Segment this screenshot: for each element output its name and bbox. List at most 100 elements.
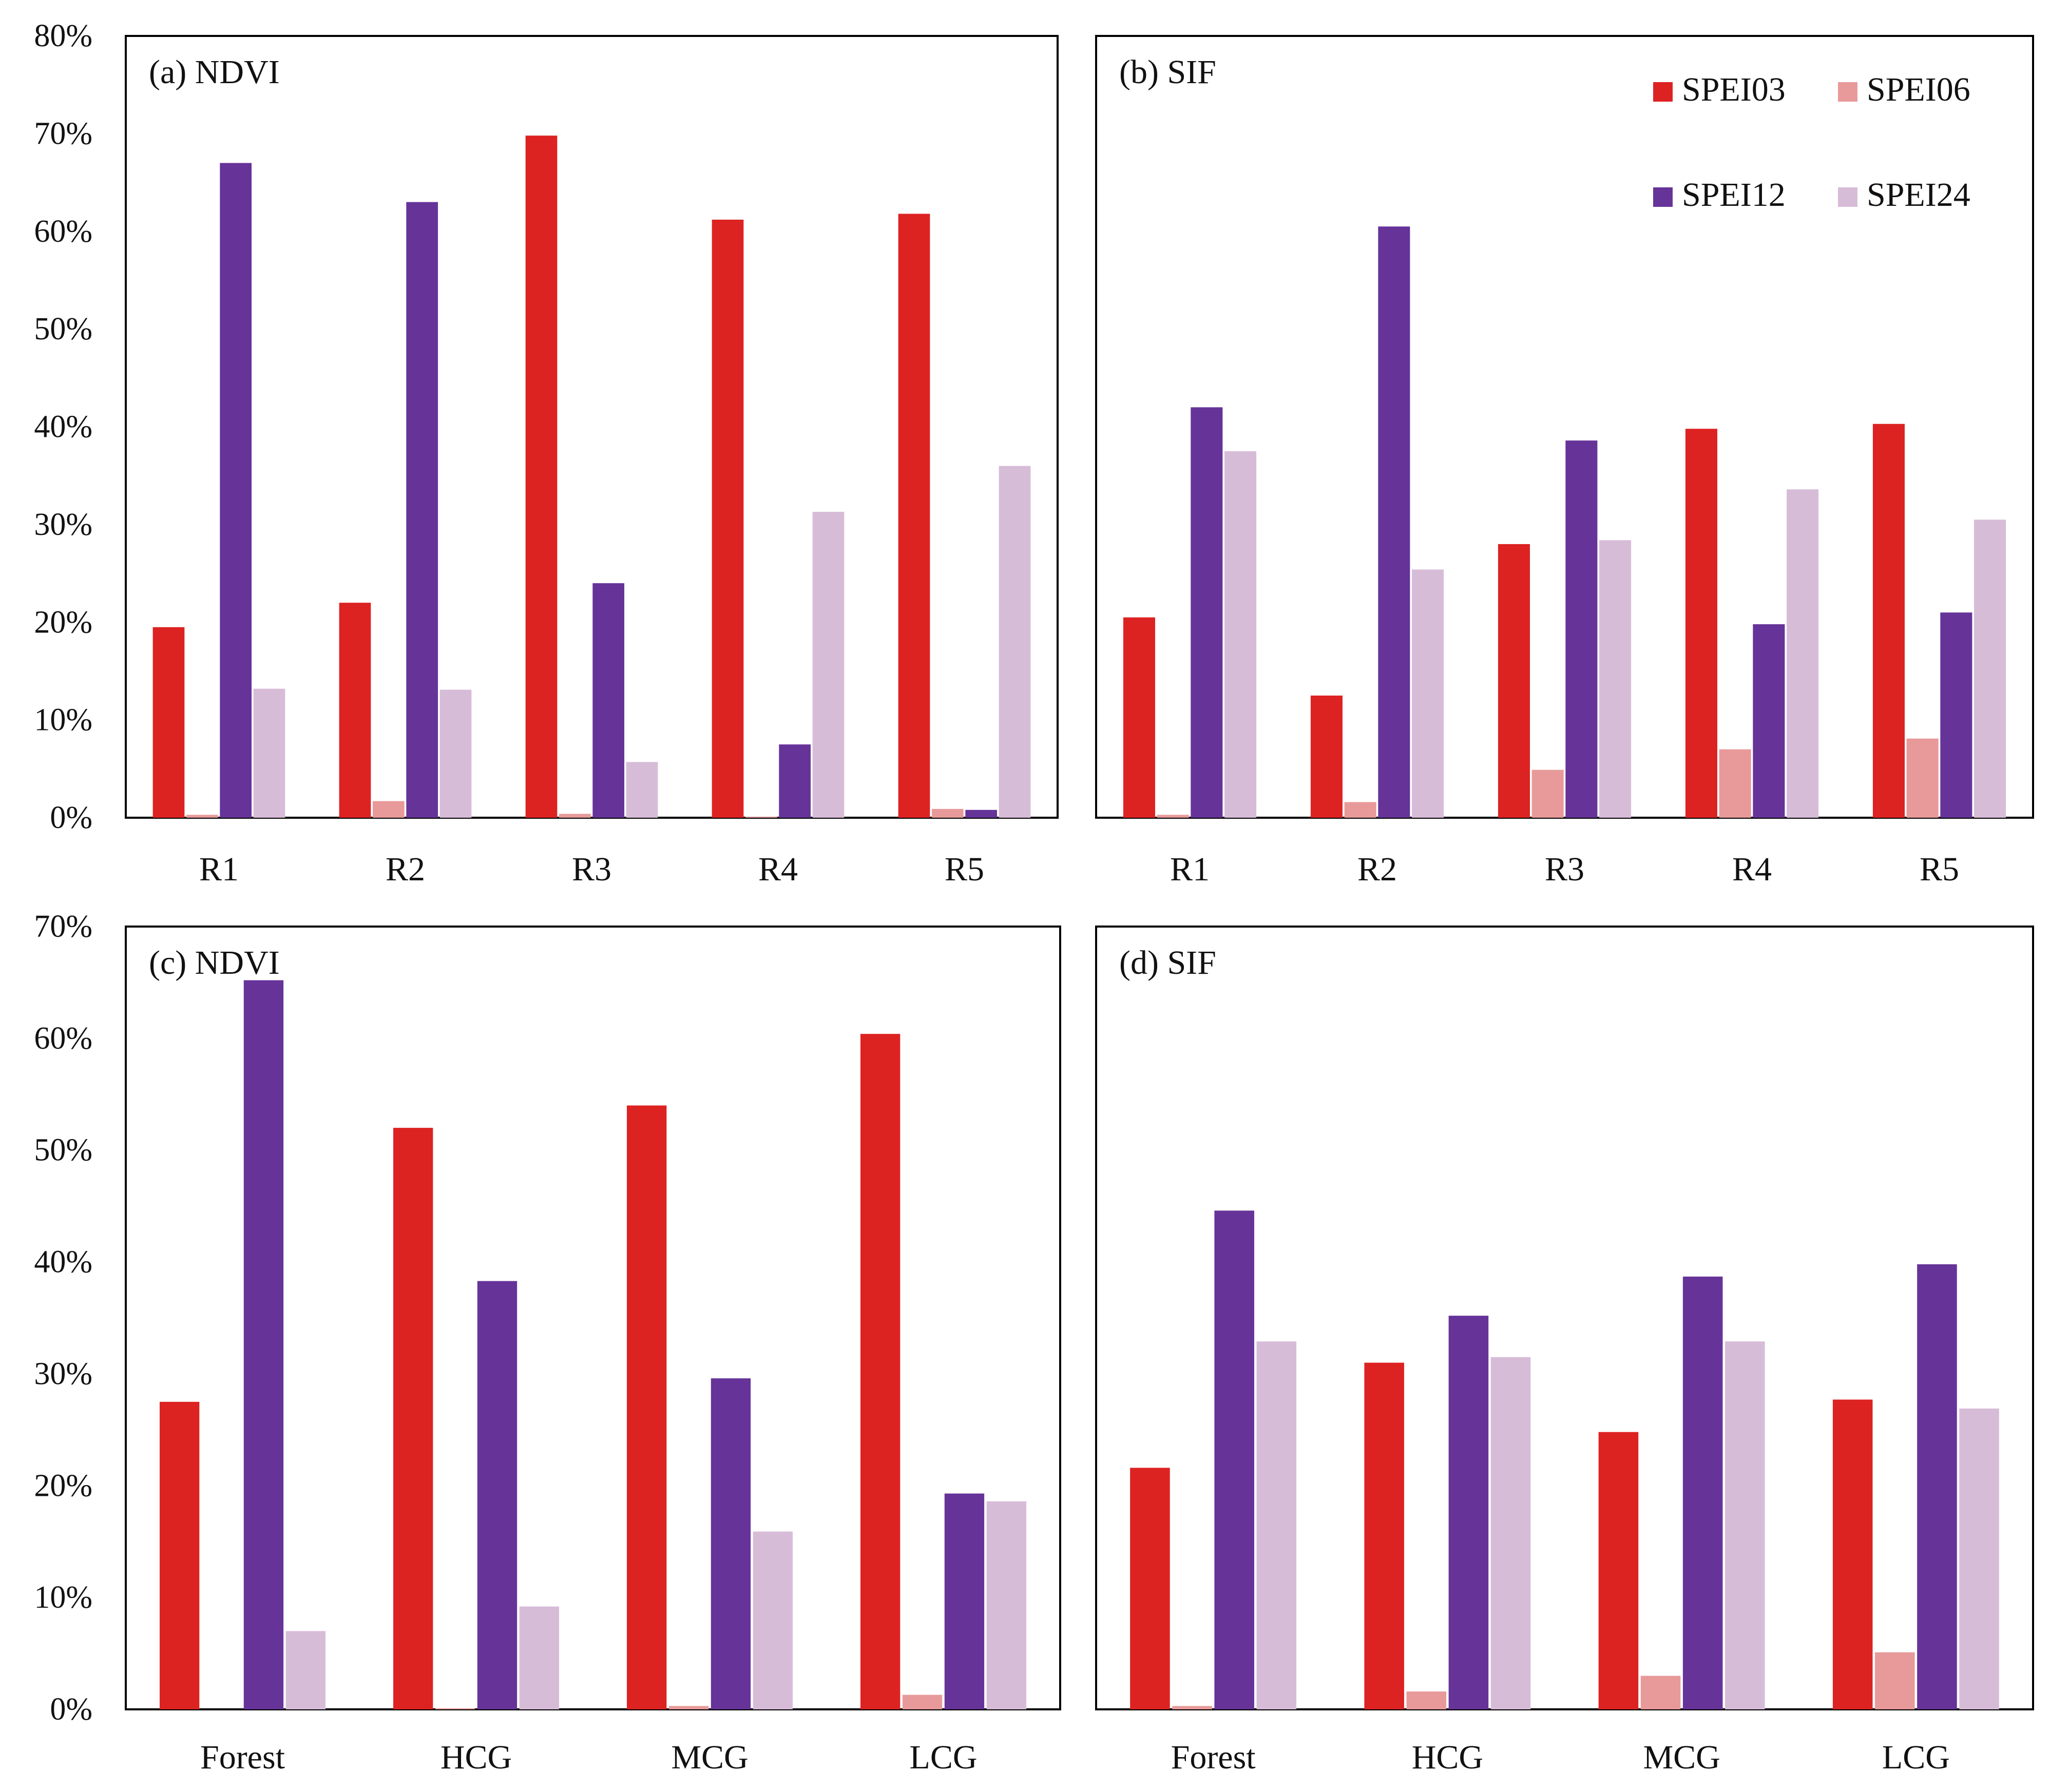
bar-spei12-r4 xyxy=(779,744,811,818)
bar-spei06-r4 xyxy=(745,817,777,818)
category-label: HCG xyxy=(1412,1739,1483,1776)
panel-d-sif-landcover: Forest HCG MCG LCG (d) SIF xyxy=(1095,926,2034,1776)
category-label: LCG xyxy=(1882,1739,1950,1776)
y-tick-label: 70% xyxy=(34,116,92,151)
bar-spei06-r2 xyxy=(1344,802,1376,818)
bar-spei12-r3 xyxy=(592,583,625,818)
bar-spei24-hcg xyxy=(1490,1357,1531,1709)
panel-b-sif-regions: R1 R2 R3 R4 R5 (b) SIF xyxy=(1095,35,2034,888)
bar-spei03-r4 xyxy=(712,219,744,818)
y-tick-label: 0% xyxy=(50,800,92,835)
bar-spei24-r4 xyxy=(1787,489,1819,818)
bar-spei12-mcg xyxy=(711,1378,751,1709)
y-tick-label: 10% xyxy=(34,1580,92,1615)
y-tick-label: 50% xyxy=(34,312,92,346)
category-label: R2 xyxy=(386,851,425,888)
panel-title: (a) NDVI xyxy=(149,53,280,91)
bar-spei12-r2 xyxy=(1378,226,1410,818)
bar-spei06-hcg xyxy=(1406,1691,1447,1709)
category-label: R1 xyxy=(199,851,239,888)
category-label: R3 xyxy=(572,851,611,888)
bar-spei03-r3 xyxy=(1498,544,1530,818)
y-tick-label: 0% xyxy=(50,1692,92,1727)
bar-spei06-mcg xyxy=(668,1706,709,1709)
bar-spei03-r5 xyxy=(898,214,930,818)
bar-spei03-hcg xyxy=(1364,1362,1404,1709)
legend-label-spei06: SPEI06 xyxy=(1867,71,1970,108)
category-label: R1 xyxy=(1170,851,1210,888)
y-tick-label: 10% xyxy=(34,703,92,738)
legend-swatch-spei06 xyxy=(1838,82,1857,102)
bar-spei06-mcg xyxy=(1640,1675,1681,1709)
bar-spei12-r5 xyxy=(1940,612,1972,818)
bar-spei03-hcg xyxy=(393,1128,433,1709)
bar-spei06-r5 xyxy=(1906,738,1939,818)
bar-spei24-r4 xyxy=(812,512,845,818)
category-label: R2 xyxy=(1357,851,1397,888)
plot-frame xyxy=(1095,926,2034,1710)
y-tick-label: 60% xyxy=(34,214,92,249)
bar-spei03-forest xyxy=(159,1401,200,1709)
bar-spei03-r5 xyxy=(1872,423,1905,818)
bar-spei06-r1 xyxy=(186,815,218,818)
legend-swatch-spei24 xyxy=(1838,187,1857,207)
bar-spei24-r5 xyxy=(1974,519,2006,818)
legend-label-spei12: SPEI12 xyxy=(1682,176,1786,214)
panel-title: (b) SIF xyxy=(1119,53,1216,91)
bar-spei06-r5 xyxy=(931,808,964,818)
legend-swatch-spei03 xyxy=(1653,82,1673,102)
category-label: Forest xyxy=(1171,1739,1256,1776)
bar-spei12-hcg xyxy=(477,1281,518,1709)
bar-spei24-forest xyxy=(1256,1341,1297,1709)
legend-label-spei03: SPEI03 xyxy=(1682,71,1786,108)
bar-spei03-forest xyxy=(1130,1468,1170,1709)
plot-frame xyxy=(125,35,1059,819)
bar-spei12-lcg xyxy=(944,1493,985,1709)
plot-frame xyxy=(125,926,1061,1710)
bar-spei06-lcg xyxy=(1875,1652,1915,1709)
bar-spei03-r3 xyxy=(525,136,558,818)
y-tick-label: 70% xyxy=(34,909,92,944)
bar-spei03-r4 xyxy=(1685,429,1717,818)
y-tick-label: 20% xyxy=(34,1468,92,1503)
bar-spei24-r2 xyxy=(439,689,472,818)
y-tick-label: 60% xyxy=(34,1021,92,1056)
category-label: MCG xyxy=(671,1739,748,1776)
bar-spei06-r2 xyxy=(372,801,405,818)
category-label: R5 xyxy=(1920,851,1959,888)
category-label: R3 xyxy=(1545,851,1584,888)
bar-spei12-r1 xyxy=(220,163,252,818)
bar-spei06-r3 xyxy=(1531,769,1564,818)
y-tick-label: 30% xyxy=(34,507,92,542)
category-label: MCG xyxy=(1643,1739,1720,1776)
bar-spei12-forest xyxy=(1214,1210,1254,1709)
legend-swatch-spei12 xyxy=(1653,187,1673,207)
bar-spei03-lcg xyxy=(860,1034,901,1709)
bar-spei06-r1 xyxy=(1157,815,1189,818)
category-label: R5 xyxy=(945,851,984,888)
bar-spei06-lcg xyxy=(902,1694,943,1709)
panel-c-ndvi-landcover: 0% 10% 20% 30% 40% 50% 60% 70% Forest HCG MCG LCG (c… xyxy=(34,909,1061,1776)
bar-spei12-r3 xyxy=(1565,440,1598,818)
bar-spei12-r1 xyxy=(1191,407,1223,818)
category-label: R4 xyxy=(1732,851,1772,888)
bar-spei24-r2 xyxy=(1412,569,1444,818)
bar-spei24-r1 xyxy=(253,688,285,818)
bar-spei24-r1 xyxy=(1224,451,1257,818)
bar-spei12-r2 xyxy=(406,202,438,818)
bar-spei03-r1 xyxy=(1123,617,1155,818)
category-label: R4 xyxy=(758,851,798,888)
panel-a-ndvi-regions: 0% 10% 20% 30% 40% 50% 60% 70% 80% R1 R2 R3 R4 R5 (a) … xyxy=(34,18,1059,888)
y-tick-label: 80% xyxy=(34,18,92,53)
bar-spei12-r4 xyxy=(1753,624,1785,818)
bar-spei24-hcg xyxy=(519,1606,560,1709)
bar-spei12-hcg xyxy=(1448,1316,1489,1709)
bar-spei03-mcg xyxy=(626,1105,667,1709)
bar-spei12-mcg xyxy=(1682,1276,1723,1709)
bar-spei24-forest xyxy=(285,1631,326,1709)
y-tick-label: 50% xyxy=(34,1133,92,1168)
panel-title: (d) SIF xyxy=(1119,944,1216,981)
bar-spei24-mcg xyxy=(1725,1341,1765,1709)
bar-spei24-r3 xyxy=(626,762,658,818)
bar-spei06-hcg xyxy=(435,1708,475,1709)
